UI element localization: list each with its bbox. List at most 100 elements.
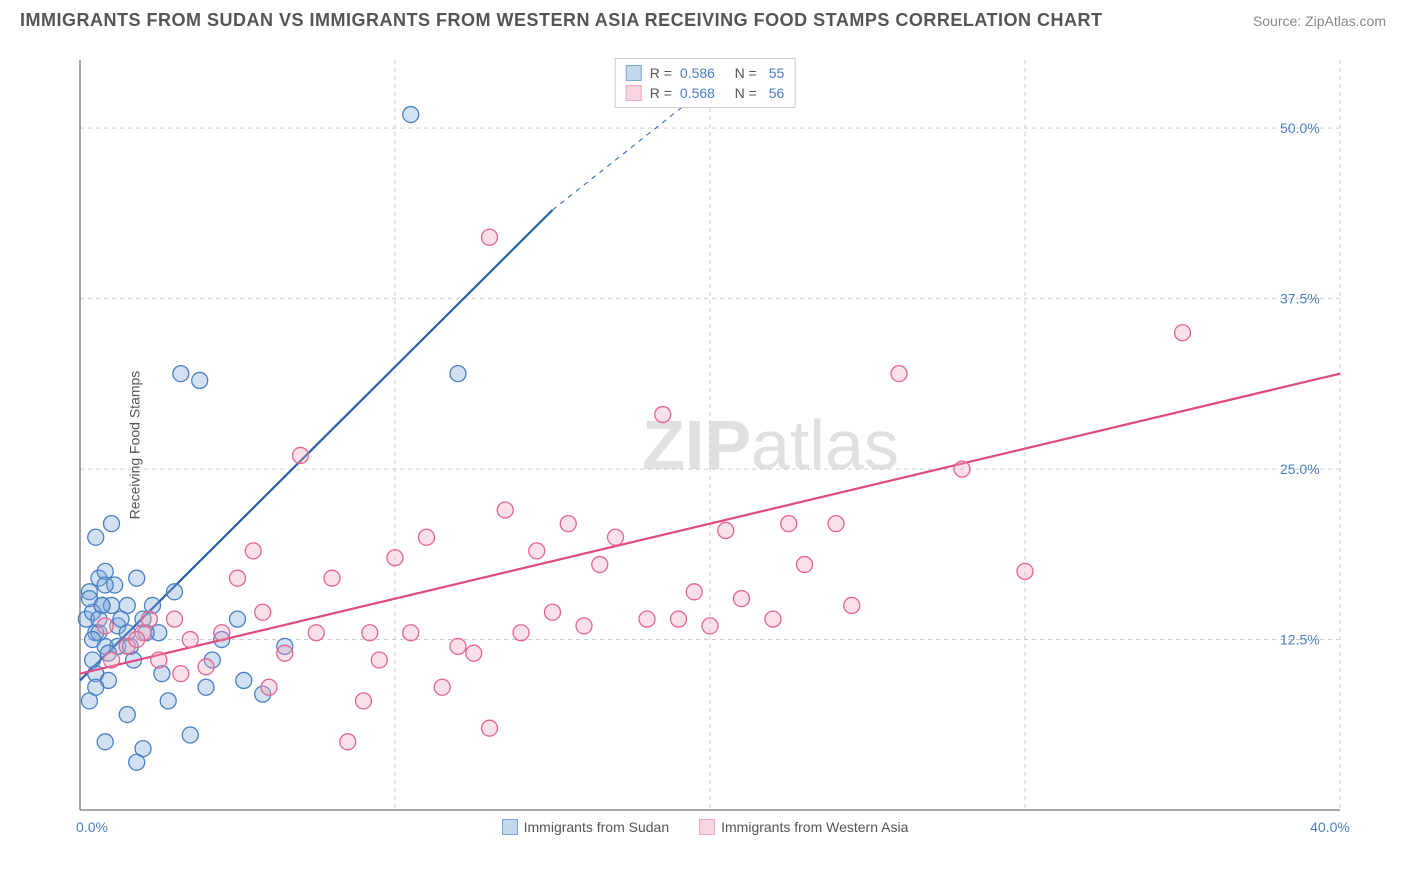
scatter-point-wasia bbox=[545, 604, 561, 620]
scatter-point-wasia bbox=[173, 666, 189, 682]
scatter-point-wasia bbox=[340, 734, 356, 750]
scatter-point-wasia bbox=[434, 679, 450, 695]
scatter-point-wasia bbox=[639, 611, 655, 627]
scatter-point-sudan bbox=[97, 577, 113, 593]
scatter-point-wasia bbox=[686, 584, 702, 600]
scatter-point-wasia bbox=[167, 611, 183, 627]
scatter-point-wasia bbox=[104, 652, 120, 668]
y-tick-label: 50.0% bbox=[1280, 120, 1320, 136]
scatter-point-sudan bbox=[88, 679, 104, 695]
stats-row: R = 0.568 N = 56 bbox=[626, 83, 785, 103]
scatter-point-wasia bbox=[891, 366, 907, 382]
y-tick-label: 12.5% bbox=[1280, 632, 1320, 648]
scatter-point-wasia bbox=[608, 529, 624, 545]
chart-title: IMMIGRANTS FROM SUDAN VS IMMIGRANTS FROM… bbox=[20, 10, 1102, 31]
scatter-point-wasia bbox=[151, 652, 167, 668]
scatter-point-wasia bbox=[230, 570, 246, 586]
scatter-point-wasia bbox=[1175, 325, 1191, 341]
stats-swatch bbox=[626, 65, 642, 81]
scatter-point-wasia bbox=[293, 447, 309, 463]
y-tick-label: 25.0% bbox=[1280, 461, 1320, 477]
stat-n-label: N = bbox=[723, 85, 761, 101]
scatter-point-wasia bbox=[214, 625, 230, 641]
scatter-point-wasia bbox=[182, 632, 198, 648]
scatter-point-wasia bbox=[387, 550, 403, 566]
chart-container: IMMIGRANTS FROM SUDAN VS IMMIGRANTS FROM… bbox=[0, 0, 1406, 892]
scatter-point-sudan bbox=[129, 570, 145, 586]
scatter-point-wasia bbox=[844, 597, 860, 613]
stat-r-label: R = bbox=[650, 85, 672, 101]
stat-n-label: N = bbox=[723, 65, 761, 81]
scatter-point-wasia bbox=[592, 557, 608, 573]
scatter-point-wasia bbox=[245, 543, 261, 559]
scatter-point-wasia bbox=[129, 632, 145, 648]
legend-label: Immigrants from Western Asia bbox=[721, 819, 908, 835]
stats-legend: R = 0.586 N = 55R = 0.568 N = 56 bbox=[615, 58, 796, 108]
scatter-point-wasia bbox=[497, 502, 513, 518]
scatter-point-wasia bbox=[419, 529, 435, 545]
stats-row: R = 0.586 N = 55 bbox=[626, 63, 785, 83]
scatter-point-wasia bbox=[261, 679, 277, 695]
scatter-point-sudan bbox=[198, 679, 214, 695]
stat-r-value: 0.586 bbox=[680, 65, 715, 81]
scatter-point-sudan bbox=[88, 529, 104, 545]
scatter-point-sudan bbox=[104, 516, 120, 532]
scatter-point-sudan bbox=[119, 707, 135, 723]
scatter-point-wasia bbox=[450, 638, 466, 654]
scatter-point-sudan bbox=[173, 366, 189, 382]
scatter-point-sudan bbox=[113, 611, 129, 627]
scatter-point-wasia bbox=[97, 618, 113, 634]
scatter-point-wasia bbox=[576, 618, 592, 634]
source-label: Source: ZipAtlas.com bbox=[1253, 13, 1386, 29]
scatter-point-sudan bbox=[403, 107, 419, 123]
legend-swatch bbox=[502, 819, 518, 835]
scatter-point-wasia bbox=[324, 570, 340, 586]
scatter-point-wasia bbox=[308, 625, 324, 641]
scatter-point-wasia bbox=[702, 618, 718, 634]
bottom-legend: Immigrants from Sudan Immigrants from Wes… bbox=[50, 819, 1360, 835]
scatter-point-wasia bbox=[482, 720, 498, 736]
scatter-point-wasia bbox=[954, 461, 970, 477]
scatter-point-wasia bbox=[198, 659, 214, 675]
scatter-point-sudan bbox=[94, 597, 110, 613]
stat-r-value: 0.568 bbox=[680, 85, 715, 101]
scatter-point-wasia bbox=[277, 645, 293, 661]
scatter-point-sudan bbox=[167, 584, 183, 600]
scatter-point-wasia bbox=[403, 625, 419, 641]
plot-area: Receiving Food Stamps ZIPatlas 12.5%25.0… bbox=[50, 50, 1360, 840]
scatter-point-sudan bbox=[236, 672, 252, 688]
scatter-point-wasia bbox=[371, 652, 387, 668]
scatter-point-wasia bbox=[734, 591, 750, 607]
scatter-point-wasia bbox=[671, 611, 687, 627]
scatter-point-sudan bbox=[230, 611, 246, 627]
scatter-point-wasia bbox=[765, 611, 781, 627]
stats-swatch bbox=[626, 85, 642, 101]
stat-r-label: R = bbox=[650, 65, 672, 81]
scatter-point-wasia bbox=[356, 693, 372, 709]
scatter-point-wasia bbox=[362, 625, 378, 641]
scatter-chart: 12.5%25.0%37.5%50.0%0.0%40.0% bbox=[50, 50, 1360, 840]
legend-item: Immigrants from Sudan bbox=[502, 819, 670, 835]
stat-n-value: 56 bbox=[769, 85, 785, 101]
scatter-point-sudan bbox=[85, 632, 101, 648]
scatter-point-wasia bbox=[828, 516, 844, 532]
scatter-point-wasia bbox=[529, 543, 545, 559]
scatter-point-sudan bbox=[182, 727, 198, 743]
scatter-point-wasia bbox=[718, 522, 734, 538]
scatter-point-sudan bbox=[97, 734, 113, 750]
header: IMMIGRANTS FROM SUDAN VS IMMIGRANTS FROM… bbox=[0, 0, 1406, 36]
stat-n-value: 55 bbox=[769, 65, 785, 81]
legend-swatch bbox=[699, 819, 715, 835]
scatter-point-wasia bbox=[797, 557, 813, 573]
scatter-point-wasia bbox=[513, 625, 529, 641]
scatter-point-wasia bbox=[255, 604, 271, 620]
scatter-point-sudan bbox=[450, 366, 466, 382]
scatter-point-wasia bbox=[1017, 563, 1033, 579]
scatter-point-wasia bbox=[655, 407, 671, 423]
scatter-point-wasia bbox=[781, 516, 797, 532]
scatter-point-wasia bbox=[466, 645, 482, 661]
scatter-point-sudan bbox=[192, 372, 208, 388]
y-tick-label: 37.5% bbox=[1280, 291, 1320, 307]
scatter-point-wasia bbox=[141, 611, 157, 627]
scatter-point-sudan bbox=[129, 754, 145, 770]
